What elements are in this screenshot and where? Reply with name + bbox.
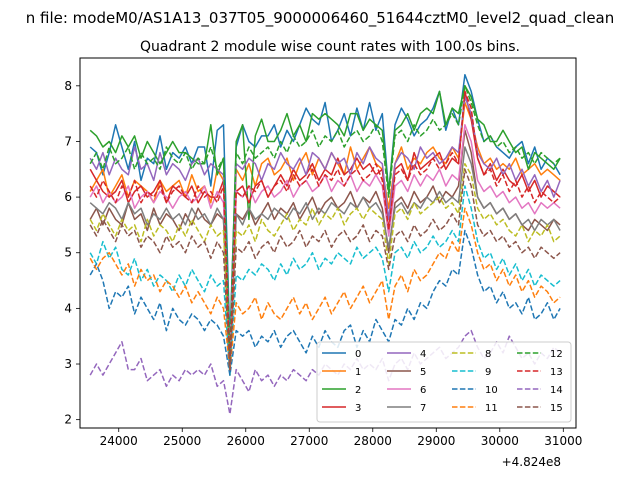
y-tick-label: 6 bbox=[64, 190, 72, 204]
x-tick-label: 31000 bbox=[544, 434, 582, 448]
legend-label-9: 9 bbox=[485, 367, 491, 378]
chart-title: Quadrant 2 module wise count rates with … bbox=[140, 39, 520, 55]
plot-frame bbox=[79, 57, 577, 429]
series-line-15 bbox=[89, 168, 561, 371]
legend-label-1: 1 bbox=[355, 367, 361, 378]
y-tick-label: 5 bbox=[64, 246, 72, 260]
legend-frame bbox=[316, 341, 572, 423]
y-tick-label: 3 bbox=[64, 357, 72, 371]
figure-suptitle: n file: modeM0/AS1A13_037T05_9000006460_… bbox=[26, 9, 615, 28]
x-tick-label: 24000 bbox=[100, 434, 138, 448]
x-tick-label: 28000 bbox=[354, 434, 392, 448]
x-tick-label: 26000 bbox=[227, 434, 265, 448]
series-line-8 bbox=[89, 162, 561, 376]
series-line-10 bbox=[89, 229, 561, 376]
legend-label-5: 5 bbox=[420, 367, 426, 378]
legend-label-10: 10 bbox=[485, 385, 498, 396]
legend-label-13: 13 bbox=[550, 367, 563, 378]
legend-label-6: 6 bbox=[420, 385, 426, 396]
y-tick-label: 7 bbox=[64, 134, 72, 148]
legend-label-0: 0 bbox=[355, 349, 361, 360]
x-offset-text: +4.824e8 bbox=[502, 455, 561, 469]
y-tick-label: 2 bbox=[64, 413, 72, 427]
series-line-2 bbox=[89, 85, 561, 354]
series-line-4 bbox=[89, 96, 561, 354]
y-tick-label: 4 bbox=[64, 301, 72, 315]
x-tick-label: 25000 bbox=[163, 434, 201, 448]
legend-label-2: 2 bbox=[355, 385, 361, 396]
legend-label-3: 3 bbox=[355, 403, 361, 414]
legend-label-8: 8 bbox=[485, 349, 491, 360]
series-line-9 bbox=[89, 185, 561, 376]
legend-label-7: 7 bbox=[420, 403, 426, 414]
legend-label-14: 14 bbox=[550, 385, 563, 396]
legend-label-4: 4 bbox=[420, 349, 426, 360]
legend-label-12: 12 bbox=[550, 349, 563, 360]
legend-label-11: 11 bbox=[485, 403, 498, 414]
series-line-11 bbox=[89, 207, 561, 371]
y-tick-label: 8 bbox=[64, 79, 72, 93]
x-tick-label: 29000 bbox=[417, 434, 455, 448]
legend-label-15: 15 bbox=[550, 403, 563, 414]
series-line-12 bbox=[89, 85, 561, 360]
series-layer bbox=[89, 73, 561, 415]
x-axis: 24000 25000 26000 27000 28000 29000 30000 31000 bbox=[100, 428, 582, 448]
x-tick-label: 30000 bbox=[481, 434, 519, 448]
x-tick-label: 27000 bbox=[290, 434, 328, 448]
y-axis: 2 3 4 5 6 7 8 bbox=[64, 79, 80, 427]
series-line-13 bbox=[89, 90, 561, 371]
